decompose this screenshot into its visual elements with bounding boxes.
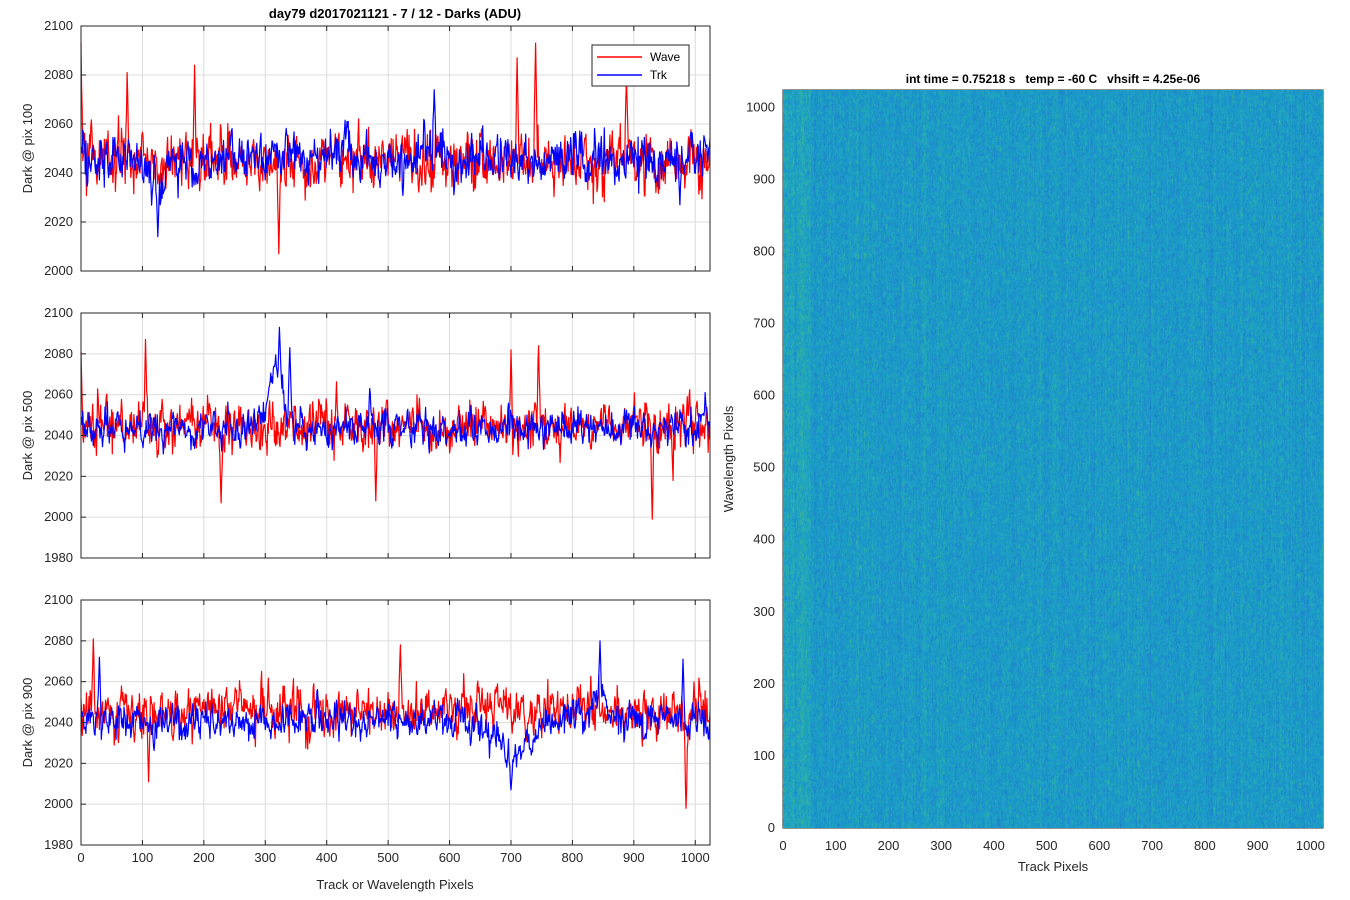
y-tick-label: 0: [768, 820, 775, 835]
y-tick-label: 2000: [44, 796, 73, 811]
y-tick-label: 2100: [44, 592, 73, 607]
y-tick-label: 1980: [44, 837, 73, 852]
plot-dark-pix-500: 1980 2000 2020 2040 2060 2080 2100 Dark @ pix …: [20, 305, 711, 565]
y-tick-label: 2080: [44, 633, 73, 648]
y-tick-label: 2020: [44, 468, 73, 483]
x-tick-label: 100: [132, 850, 154, 865]
y-tick-label: 900: [753, 171, 775, 186]
y-tick-label: 800: [753, 243, 775, 258]
x-tick-label: 100: [825, 838, 847, 853]
x-tick-label: 500: [377, 850, 399, 865]
heatmap-ylabel: Wavelength Pixels: [721, 405, 736, 512]
ylabel-pix-900: Dark @ pix 900: [20, 678, 35, 768]
x-tick-label: 0: [77, 850, 84, 865]
y-tick-label: 2060: [44, 674, 73, 689]
y-tick-label: 600: [753, 388, 775, 403]
y-tick-label: 2060: [44, 387, 73, 402]
x-tick-label: 600: [1089, 838, 1111, 853]
y-tick-label: 2020: [44, 214, 73, 229]
y-tick-label: 400: [753, 532, 775, 547]
y-tick-label: 500: [753, 460, 775, 475]
y-tick-label: 1980: [44, 550, 73, 565]
x-tick-label: 300: [930, 838, 952, 853]
y-tick-label: 2040: [44, 165, 73, 180]
x-tick-label: 800: [1194, 838, 1216, 853]
y-tick-label: 2100: [44, 305, 73, 320]
x-tick-label: 700: [1141, 838, 1163, 853]
y-tick-label: 2060: [44, 116, 73, 131]
x-tick-label: 200: [878, 838, 900, 853]
legend-entry-trk: Trk: [650, 68, 668, 82]
heatmap-title: int time = 0.75218 s temp = -60 C vhsift…: [906, 72, 1201, 86]
legend-entry-wave: Wave: [650, 50, 681, 64]
y-tick-label: 300: [753, 604, 775, 619]
x-tick-label: 800: [562, 850, 584, 865]
y-tick-label: 2020: [44, 755, 73, 770]
y-tick-label: 2000: [44, 509, 73, 524]
x-tick-label: 300: [254, 850, 276, 865]
x-tick-label: 0: [779, 838, 786, 853]
heatmap-image: [783, 90, 1323, 828]
x-tick-label: 1000: [1296, 838, 1325, 853]
y-tick-label: 2040: [44, 715, 73, 730]
y-tick-label: 2000: [44, 263, 73, 278]
shared-xlabel: Track or Wavelength Pixels: [316, 877, 474, 892]
ylabel-pix-500: Dark @ pix 500: [20, 391, 35, 481]
y-tick-label: 700: [753, 316, 775, 331]
y-tick-label: 2080: [44, 346, 73, 361]
series-line-wave: [80, 338, 711, 520]
suptitle: day79 d2017021121 - 7 / 12 - Darks (ADU): [269, 6, 521, 21]
x-tick-label: 200: [193, 850, 215, 865]
x-tick-label: 700: [500, 850, 522, 865]
x-tick-label: 500: [1036, 838, 1058, 853]
x-tick-label: 600: [439, 850, 461, 865]
series-line-trk: [80, 89, 711, 238]
ylabel-pix-100: Dark @ pix 100: [20, 104, 35, 194]
y-tick-label: 200: [753, 676, 775, 691]
y-tick-label: 100: [753, 748, 775, 763]
legend: Wave Trk: [591, 44, 690, 87]
series-line-trk: [80, 326, 711, 455]
heatmap-xlabel: Track Pixels: [1018, 859, 1089, 874]
y-tick-label: 2080: [44, 67, 73, 82]
x-tick-label: 900: [623, 850, 645, 865]
x-tick-label: 400: [983, 838, 1005, 853]
y-tick-label: 2040: [44, 428, 73, 443]
y-tick-label: 1000: [746, 99, 775, 114]
x-tick-label: 1000: [681, 850, 710, 865]
plot-dark-pix-900: 0 100 200 300 400 500 600 700 800 900 1000 1980 2000…: [20, 592, 711, 892]
x-tick-label: 400: [316, 850, 338, 865]
y-tick-label: 2100: [44, 18, 73, 33]
series-line-trk: [80, 640, 711, 791]
x-tick-label: 900: [1247, 838, 1269, 853]
